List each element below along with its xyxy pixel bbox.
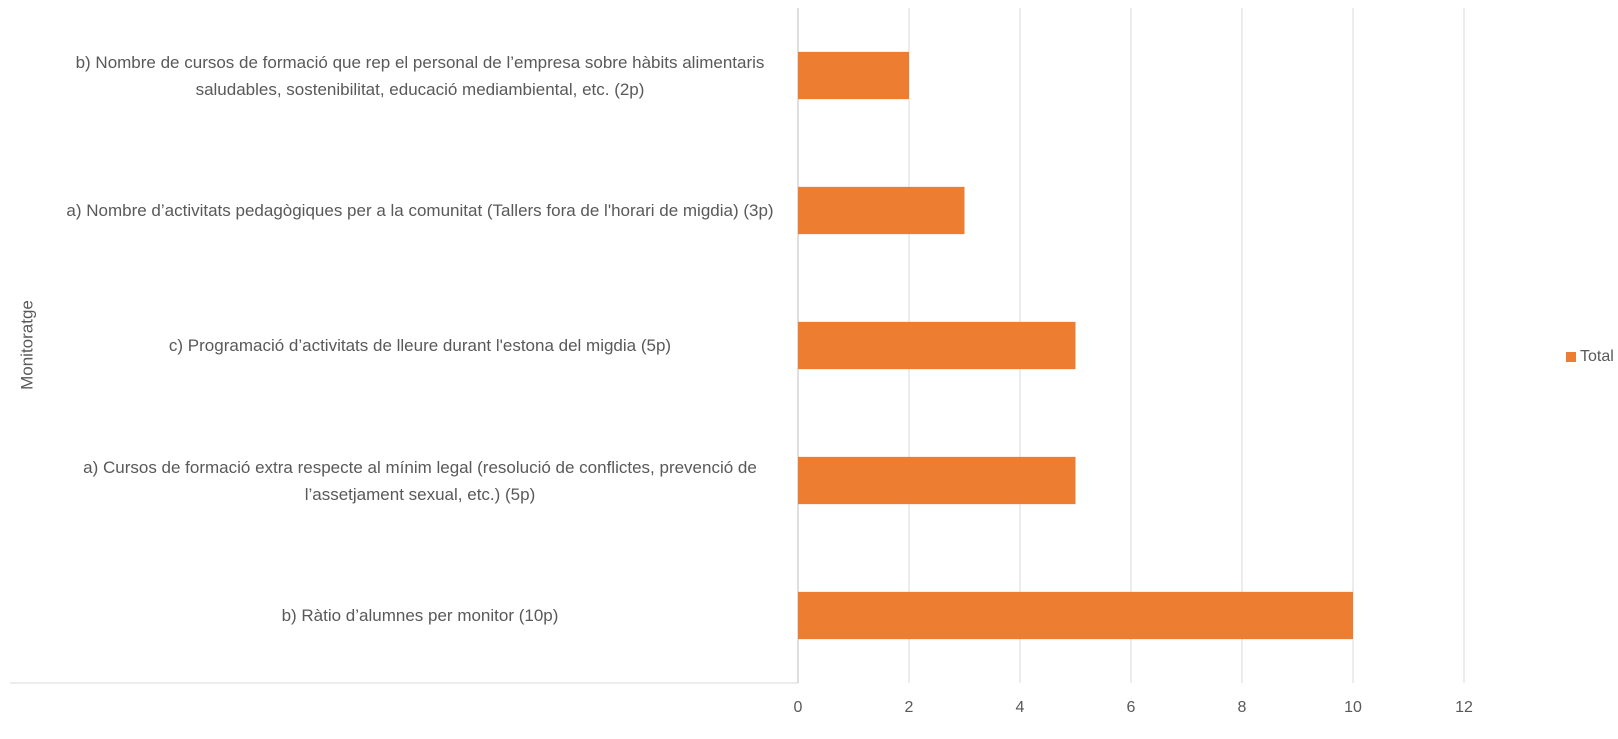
y-tick-label: a) Nombre d’activitats pedagògiques per … [66, 201, 774, 220]
category-label-box: a) Nombre d’activitats pedagògiques per … [66, 201, 774, 220]
x-tick-label: 8 [1238, 699, 1247, 716]
x-tick-label: 10 [1344, 699, 1362, 716]
bar [798, 186, 965, 235]
x-tick-label: 0 [794, 699, 803, 716]
legend-label: Total [1580, 348, 1614, 365]
y-tick-label: c) Programació d’activitats de lleure du… [168, 336, 672, 355]
category-label-box: c) Programació d’activitats de lleure du… [168, 336, 672, 355]
x-tick-label: 12 [1455, 699, 1473, 716]
x-tick-label: 4 [1016, 699, 1025, 716]
legend-swatch [1566, 352, 1576, 362]
bar [798, 591, 1353, 640]
y-tick-label: a) Cursos de formació extra respecte al … [83, 457, 757, 504]
x-tick-label: 6 [1127, 699, 1136, 716]
category-label-box: b) Nombre de cursos de formació que rep … [75, 52, 765, 99]
bar [798, 321, 1076, 370]
category-label-box: b) Ràtio d’alumnes per monitor (10p) [281, 606, 559, 625]
bar [798, 51, 909, 100]
y-tick-label: b) Nombre de cursos de formació que rep … [75, 52, 765, 99]
x-tick-label: 2 [905, 699, 914, 716]
bar [798, 456, 1076, 505]
category-label-box: a) Cursos de formació extra respecte al … [83, 457, 757, 504]
y-tick-label: b) Ràtio d’alumnes per monitor (10p) [281, 606, 559, 625]
y-axis-label: Monitoratge [17, 300, 36, 390]
